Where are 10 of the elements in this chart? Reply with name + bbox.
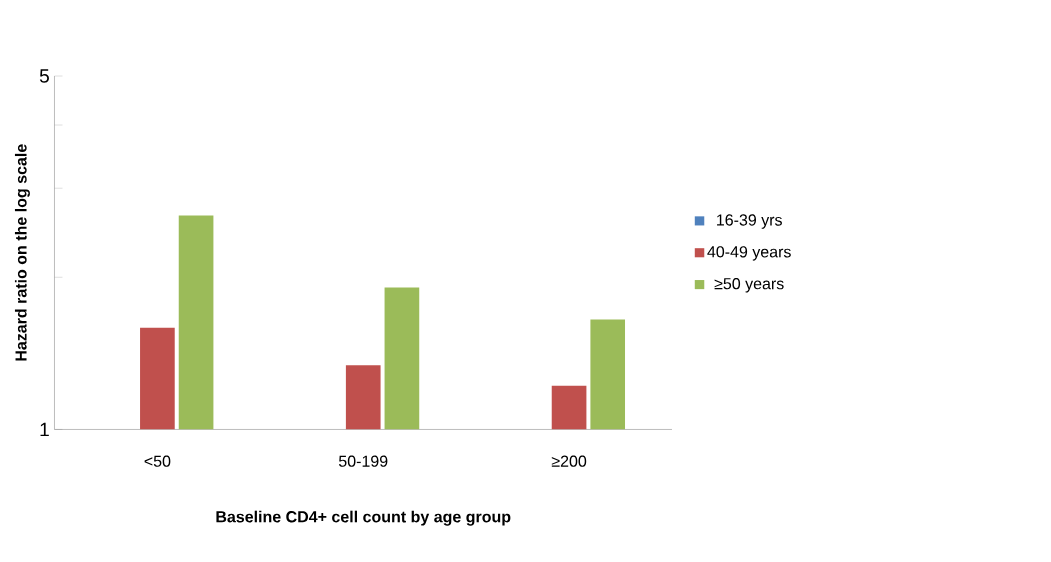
x-tick-label: 50-199 [338,455,388,468]
legend-label: ≥50 years [714,278,784,293]
legend-label: 16-39 yrs [717,214,782,230]
x-tick-label: ≥200 [551,455,587,468]
x-tick-label: <50 [144,455,171,468]
x-axis-title: Baseline CD4+ cell count by age group [216,510,511,526]
y-axis-title: Hazard ratio on the log scale [14,144,30,361]
legend-label: 40-49 years [707,246,791,261]
y-tick-label: 5 [39,69,49,83]
y-tick-label: 1 [40,423,49,437]
